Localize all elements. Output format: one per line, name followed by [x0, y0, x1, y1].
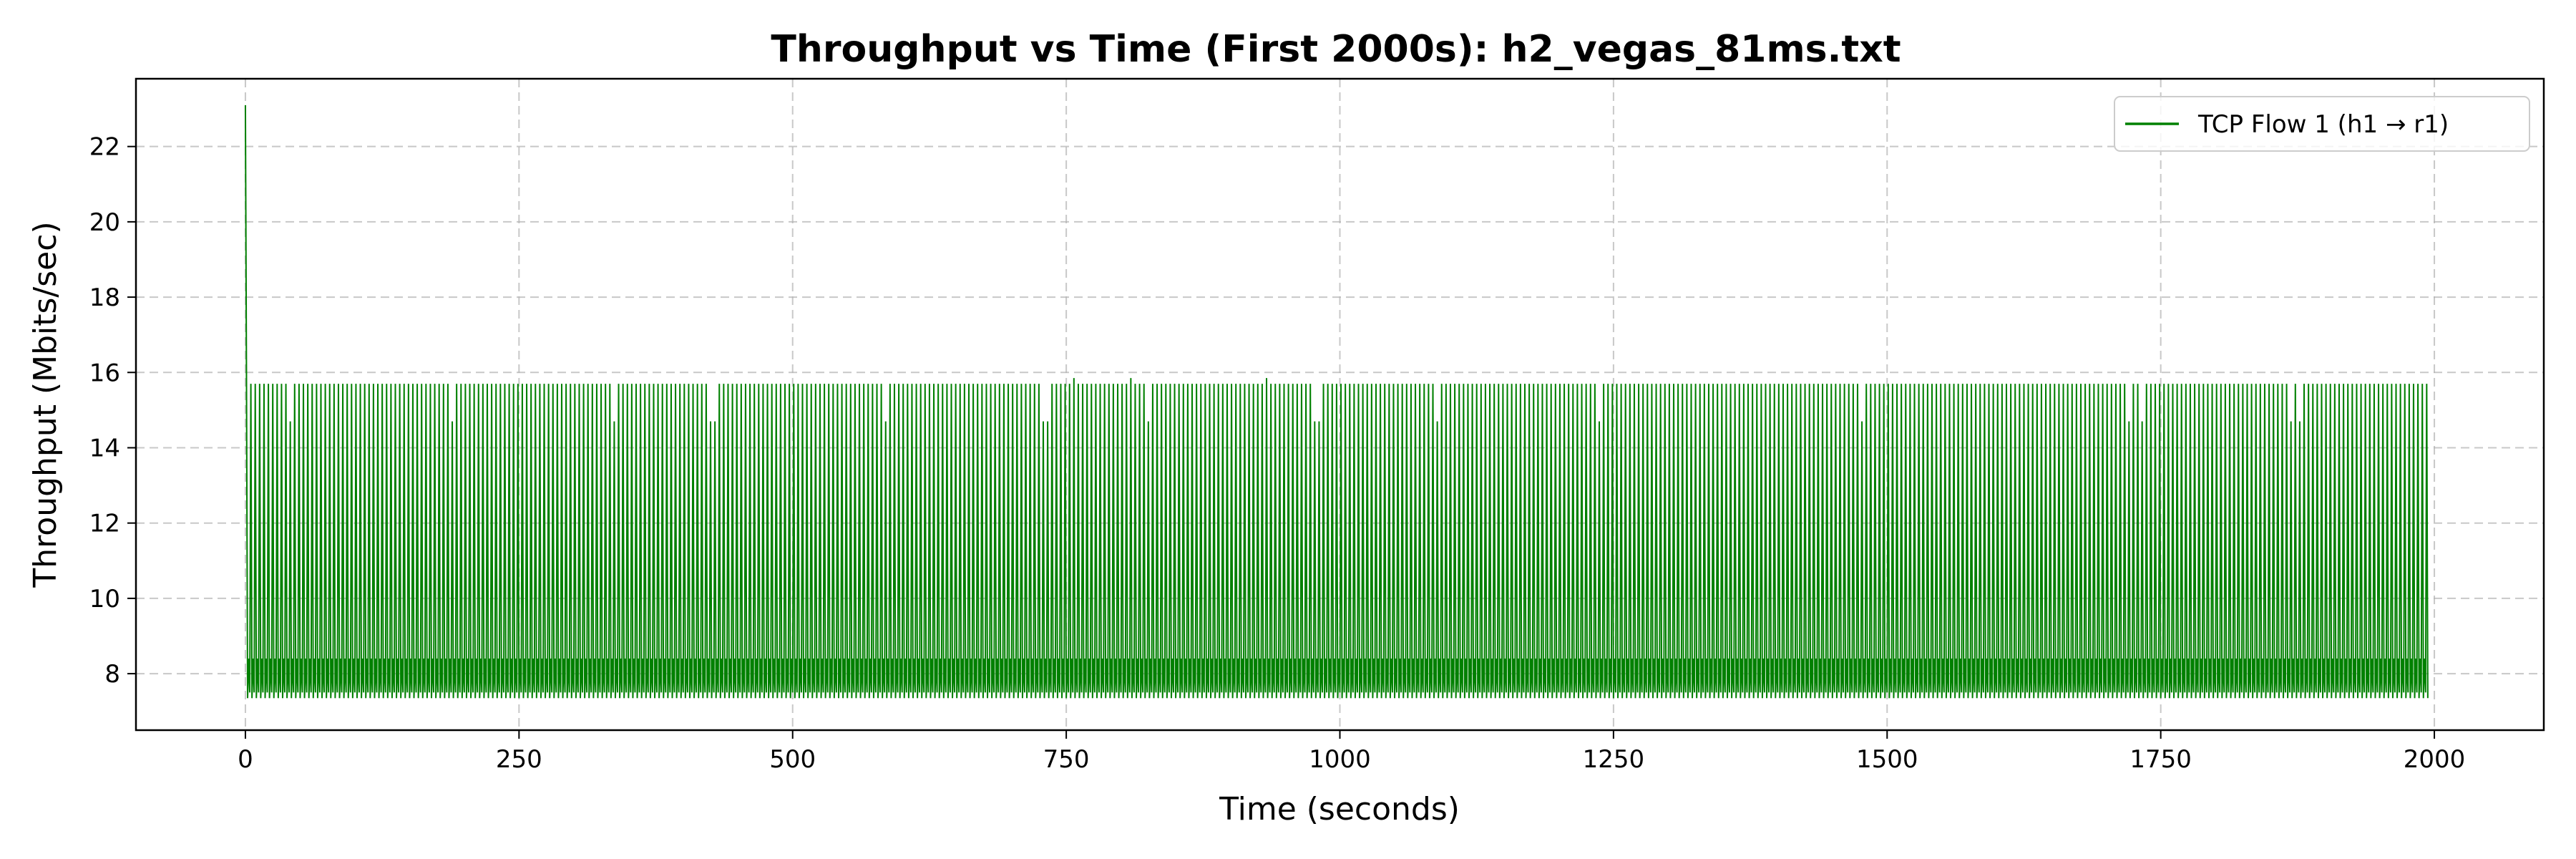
chart-title: Throughput vs Time (First 2000s): h2_veg… — [771, 28, 1901, 71]
y-tick-label: 12 — [89, 510, 120, 538]
x-tick-label: 250 — [496, 745, 542, 774]
y-tick-label: 18 — [89, 283, 120, 312]
legend-box — [2114, 96, 2530, 152]
x-tick-label: 1250 — [1583, 745, 1645, 774]
y-tick-label: 16 — [89, 359, 120, 387]
series-layer — [244, 105, 2429, 699]
x-tick-label: 2000 — [2404, 745, 2466, 774]
x-tick-label: 1000 — [1309, 745, 1371, 774]
y-tick-label: 20 — [89, 208, 120, 237]
x-tick-label: 500 — [769, 745, 816, 774]
y-axis: 8 10 12 14 16 18 20 22 — [89, 133, 136, 689]
y-axis-label: Throughput (Mbits/sec) — [27, 221, 64, 588]
y-tick-label: 10 — [89, 585, 120, 613]
x-tick-label: 1500 — [1856, 745, 1918, 774]
x-axis: 0 250 500 750 1000 1250 1500 1750 2000 — [238, 730, 2465, 774]
x-axis-label: Time (seconds) — [1219, 791, 1460, 828]
legend: TCP Flow 1 (h1 → r1) — [2114, 96, 2530, 152]
y-tick-label: 22 — [89, 133, 120, 162]
series-line-tcp-flow-1 — [244, 105, 2429, 699]
x-tick-label: 750 — [1043, 745, 1090, 774]
x-tick-label: 0 — [238, 745, 253, 774]
y-tick-label: 8 — [104, 660, 120, 689]
legend-label: TCP Flow 1 (h1 → r1) — [2197, 110, 2449, 139]
y-tick-label: 14 — [89, 434, 120, 462]
x-tick-label: 1750 — [2129, 745, 2192, 774]
